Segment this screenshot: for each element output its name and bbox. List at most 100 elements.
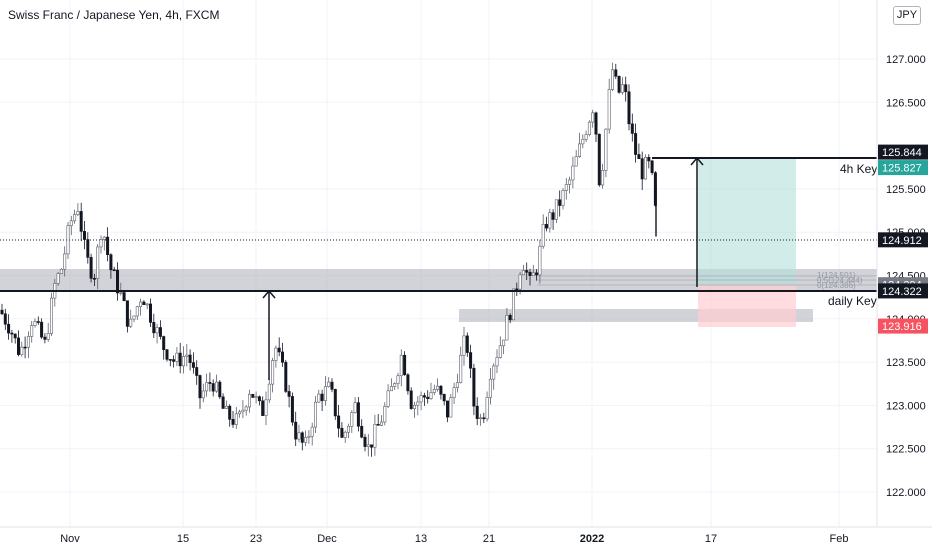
candle-body xyxy=(201,390,205,399)
candle-body xyxy=(455,382,459,389)
candle-body xyxy=(26,336,30,348)
candle-body xyxy=(459,354,463,383)
candle-body xyxy=(40,321,44,338)
candle-body xyxy=(277,347,281,353)
candle-body xyxy=(419,395,423,403)
candle-body xyxy=(495,357,499,367)
candle-body xyxy=(564,184,568,191)
candle-body xyxy=(429,392,433,400)
candle-body xyxy=(594,112,598,135)
candle-body xyxy=(505,315,509,341)
candle-body xyxy=(548,212,552,229)
stop-price: 123.916 xyxy=(882,321,922,333)
candle-body xyxy=(376,424,380,426)
candle-body xyxy=(389,386,393,392)
x-axis-ticks[interactable]: Nov 15 23 Dec 13 21 2022 17 Feb xyxy=(60,533,848,545)
daily-key-price-badge xyxy=(878,283,928,299)
candle-body xyxy=(383,406,387,423)
y-tick-label: 122.500 xyxy=(886,444,926,456)
candle-body xyxy=(508,315,512,321)
candle-body xyxy=(370,444,374,448)
candle-body xyxy=(630,123,634,134)
candle-body xyxy=(601,170,605,186)
candle-body xyxy=(511,288,515,321)
candle-body xyxy=(574,156,578,167)
candle-body xyxy=(16,337,20,355)
candle-body xyxy=(218,381,222,398)
candle-body xyxy=(182,356,186,367)
y-tick-label: 126.500 xyxy=(886,97,926,109)
arrow-up-right xyxy=(690,156,704,287)
candle-body xyxy=(264,399,268,416)
candle-body xyxy=(518,274,522,290)
x-tick-label: 13 xyxy=(415,533,427,545)
4h-key-price-badge xyxy=(878,144,928,160)
candle-body xyxy=(343,431,347,438)
fib-label-1: 1(124.501) xyxy=(817,271,856,280)
candle-body xyxy=(403,354,407,376)
chart-title: Swiss Franc / Japanese Yen, 4h, FXCM xyxy=(8,8,220,22)
candle-body xyxy=(99,239,103,248)
candle-body xyxy=(92,277,96,280)
fib-lines xyxy=(537,275,877,286)
candle-body xyxy=(89,257,93,279)
candle-body xyxy=(96,246,100,279)
candle-body xyxy=(3,313,7,325)
candle-body xyxy=(215,381,219,392)
y-tick-label: 123.500 xyxy=(886,357,926,369)
candle-body xyxy=(620,84,624,93)
candle-body xyxy=(30,325,34,337)
candle-body xyxy=(452,387,456,398)
candle-body xyxy=(112,269,116,272)
candle-body xyxy=(353,402,357,413)
candle-body xyxy=(86,239,90,258)
x-tick-label: 17 xyxy=(705,533,717,545)
candle-body xyxy=(416,401,420,406)
candles xyxy=(0,62,657,457)
candle-body xyxy=(142,301,146,305)
candle-body xyxy=(436,385,440,390)
candle-body xyxy=(346,426,350,433)
candle-body xyxy=(254,396,258,398)
candle-body xyxy=(492,365,496,380)
candle-body xyxy=(13,333,17,339)
candle-body xyxy=(290,396,294,423)
currency-badge[interactable]: JPY xyxy=(893,6,921,25)
candle-body xyxy=(597,133,601,186)
candle-body xyxy=(521,270,525,276)
candle-body xyxy=(317,393,321,403)
candle-body xyxy=(155,327,159,334)
candle-body xyxy=(178,352,182,367)
candle-body xyxy=(23,346,27,349)
candle-body xyxy=(271,360,275,385)
candle-body xyxy=(310,426,314,437)
candle-body xyxy=(650,160,654,173)
candle-body xyxy=(79,211,83,232)
candle-body xyxy=(267,383,271,401)
candle-body xyxy=(498,345,502,358)
candle-body xyxy=(43,336,47,340)
candle-body xyxy=(591,112,595,123)
target-price-badge xyxy=(878,160,928,176)
candle-body xyxy=(544,224,548,229)
candle-body xyxy=(571,165,575,181)
candle-body xyxy=(83,231,87,240)
candle-body xyxy=(257,396,261,402)
candle-body xyxy=(323,386,327,401)
y-tick-label: 125.500 xyxy=(886,184,926,196)
candle-body xyxy=(561,190,565,206)
candle-body xyxy=(69,220,73,226)
candle-body xyxy=(185,354,189,357)
candle-body xyxy=(396,375,400,384)
candle-body xyxy=(379,421,383,426)
price-scale-bg[interactable] xyxy=(877,0,932,550)
candle-body xyxy=(135,306,139,317)
stop-price-badge xyxy=(878,318,928,334)
target-zone xyxy=(698,159,796,285)
candle-body xyxy=(162,336,166,351)
candle-body xyxy=(584,134,588,140)
candle-body xyxy=(76,211,80,215)
candle-body xyxy=(449,397,453,418)
fib-label-0: 0(124.386) xyxy=(817,281,856,290)
